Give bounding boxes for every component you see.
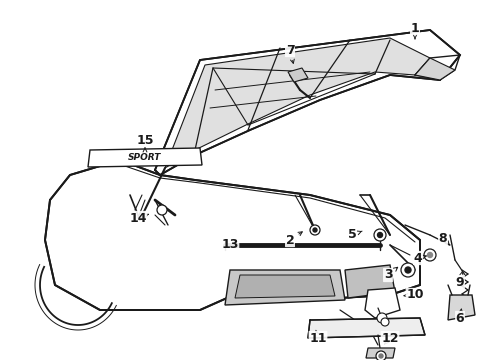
Text: 9: 9	[456, 275, 465, 288]
Text: 10: 10	[406, 288, 424, 302]
Circle shape	[379, 354, 383, 358]
Polygon shape	[288, 68, 308, 82]
Text: 1: 1	[411, 22, 419, 35]
Text: 14: 14	[129, 211, 147, 225]
Circle shape	[374, 229, 386, 241]
Circle shape	[310, 225, 320, 235]
Polygon shape	[235, 275, 335, 298]
Polygon shape	[415, 58, 455, 80]
Polygon shape	[366, 348, 395, 358]
Text: SPORT: SPORT	[128, 153, 162, 162]
Circle shape	[313, 228, 317, 232]
Polygon shape	[88, 148, 202, 167]
Polygon shape	[345, 265, 395, 298]
Polygon shape	[155, 30, 460, 175]
Text: 15: 15	[136, 134, 154, 147]
Text: 6: 6	[456, 311, 465, 324]
Text: 8: 8	[439, 231, 447, 244]
Polygon shape	[225, 270, 345, 305]
Circle shape	[381, 318, 389, 326]
Circle shape	[427, 252, 433, 257]
Polygon shape	[365, 288, 400, 318]
Circle shape	[157, 205, 167, 215]
Circle shape	[377, 313, 387, 323]
Text: 12: 12	[381, 332, 399, 345]
Polygon shape	[448, 295, 475, 320]
Circle shape	[405, 267, 411, 273]
Polygon shape	[165, 38, 430, 168]
Text: 11: 11	[309, 332, 327, 345]
Text: 3: 3	[384, 269, 392, 282]
Text: 13: 13	[221, 238, 239, 252]
Text: 5: 5	[347, 229, 356, 242]
Circle shape	[401, 263, 415, 277]
Polygon shape	[308, 318, 425, 338]
Polygon shape	[45, 160, 420, 310]
Circle shape	[424, 249, 436, 261]
Circle shape	[377, 233, 383, 238]
Text: 4: 4	[414, 252, 422, 265]
Text: 7: 7	[286, 44, 294, 57]
Circle shape	[376, 351, 386, 360]
Text: 2: 2	[286, 234, 294, 247]
